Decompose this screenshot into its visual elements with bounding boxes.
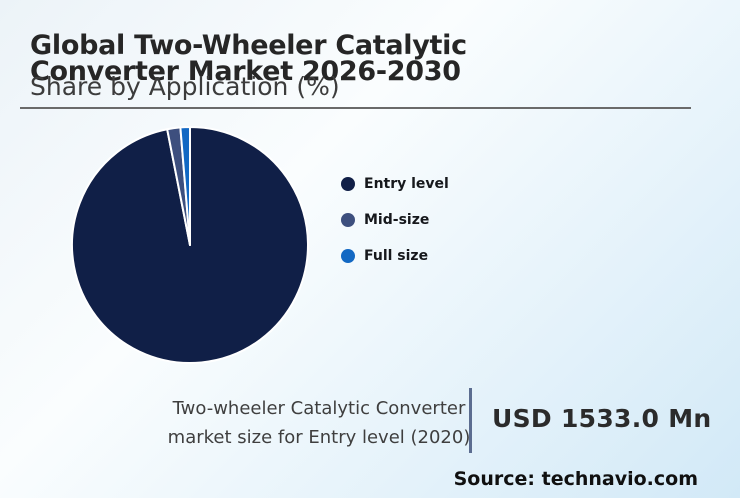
legend-mid-size-marker bbox=[341, 212, 355, 227]
legend-item-entry-level: Entry level bbox=[341, 175, 449, 192]
legend-full-size-label: Full size bbox=[364, 247, 429, 264]
pie-slice-full-size bbox=[179, 125, 191, 246]
source-attribution: Source: technavio.com bbox=[453, 468, 698, 490]
stat-label: Two-wheeler Catalytic Converter market s… bbox=[128, 394, 510, 452]
stat-label-line-2: market size for Entry level (2020) bbox=[167, 427, 471, 448]
legend-mid-size-label: Mid-size bbox=[364, 211, 430, 228]
legend: Entry level Mid-size Full size bbox=[341, 175, 449, 264]
page-title-line-1: Global Two-Wheeler Catalytic bbox=[30, 30, 467, 62]
pie-chart-container bbox=[70, 125, 310, 365]
legend-item-mid-size: Mid-size bbox=[341, 211, 449, 228]
stat-divider bbox=[469, 388, 472, 453]
legend-entry-level-marker bbox=[341, 176, 355, 191]
stat-value: USD 1533.0 Mn bbox=[492, 404, 712, 433]
legend-item-full-size: Full size bbox=[341, 247, 449, 264]
page-title-line-2: Converter Market 2026-2030 bbox=[30, 56, 461, 88]
legend-entry-level-label: Entry level bbox=[364, 175, 449, 192]
header-divider bbox=[20, 107, 691, 109]
pie-chart bbox=[70, 125, 309, 364]
stat-label-line-1: Two-wheeler Catalytic Converter bbox=[172, 398, 466, 419]
chart-subtitle: Share by Application (%) bbox=[30, 72, 340, 101]
legend-full-size-marker bbox=[341, 248, 355, 263]
page-title: Global Two-Wheeler Catalytic Converter M… bbox=[30, 30, 467, 88]
